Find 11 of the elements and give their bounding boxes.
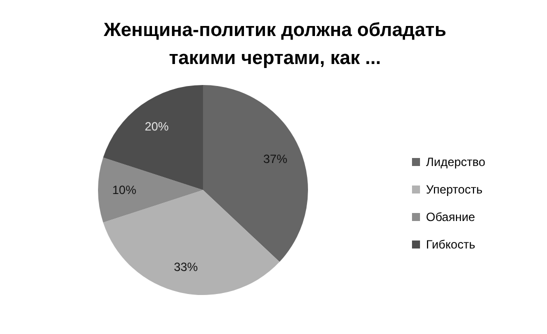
- pie-slice: [98, 158, 203, 222]
- data-label: 33%: [174, 260, 198, 274]
- legend-label: Лидерство: [426, 155, 486, 170]
- legend-label: Обаяние: [426, 210, 476, 224]
- pie-slice: [203, 85, 308, 262]
- data-label: 20%: [144, 119, 170, 134]
- data-label: 37%: [263, 152, 288, 166]
- legend-label: Гибкость: [426, 238, 476, 252]
- legend-label: Упертость: [426, 182, 482, 197]
- chart-title: Женщина-политик должна обладать такими чертами, как ...: [102, 20, 446, 69]
- data-label: 10%: [112, 183, 137, 198]
